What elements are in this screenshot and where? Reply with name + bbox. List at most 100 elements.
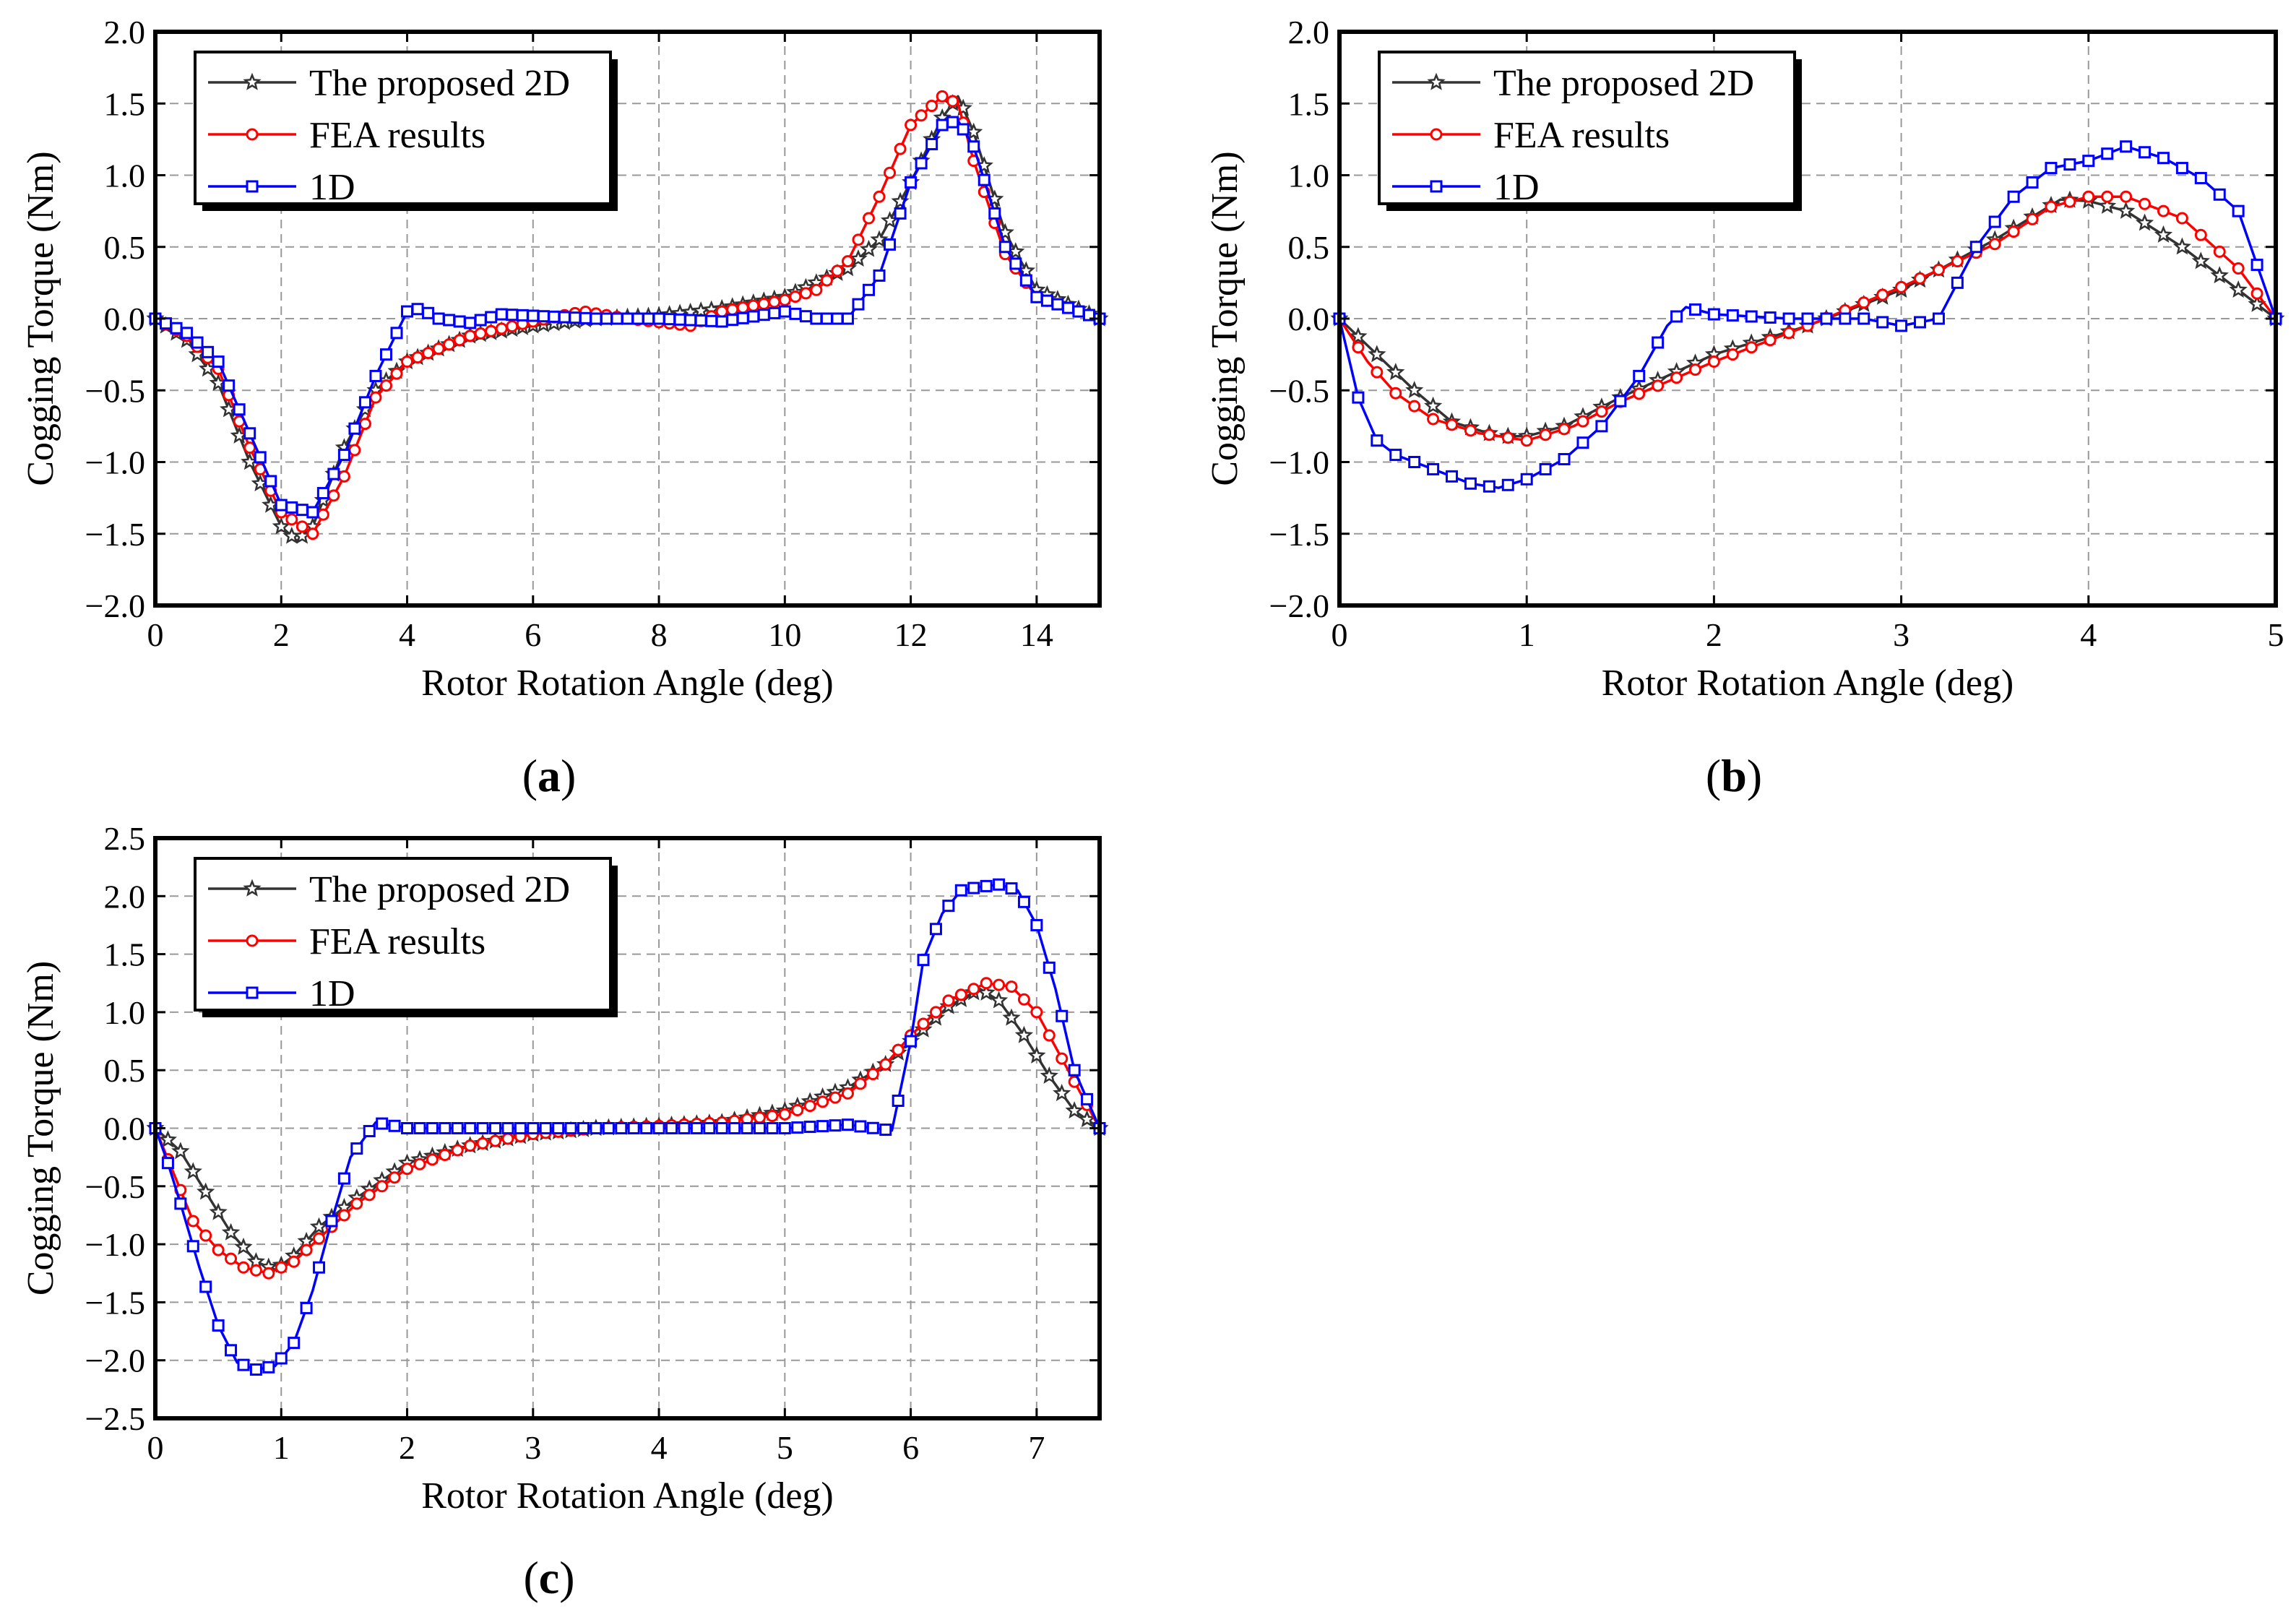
data-point bbox=[1056, 1009, 1069, 1022]
data-point bbox=[376, 1180, 389, 1193]
x-tick-label: 4 bbox=[399, 616, 415, 653]
data-point bbox=[1764, 311, 1777, 324]
data-point bbox=[2194, 171, 2207, 184]
data-point bbox=[917, 954, 930, 967]
data-point bbox=[1726, 348, 1739, 361]
data-point bbox=[579, 311, 592, 324]
data-point bbox=[1857, 296, 1870, 309]
data-point bbox=[1030, 918, 1043, 931]
data-point bbox=[1652, 336, 1665, 349]
data-point bbox=[443, 314, 456, 327]
x-tick-label: 8 bbox=[651, 616, 668, 653]
data-point bbox=[199, 1229, 212, 1242]
data-point bbox=[506, 320, 519, 333]
legend-swatch-marker bbox=[243, 879, 262, 897]
legend-swatch-marker bbox=[243, 72, 262, 90]
x-tick-label: 0 bbox=[1332, 616, 1348, 653]
data-point bbox=[501, 1122, 514, 1134]
legend-label: FEA results bbox=[1493, 115, 1670, 156]
data-point bbox=[306, 506, 319, 519]
data-point bbox=[275, 1261, 288, 1274]
data-point bbox=[243, 427, 256, 440]
data-point bbox=[1820, 312, 1833, 325]
data-point bbox=[1895, 319, 1908, 332]
legend-label: The proposed 2D bbox=[1493, 63, 1754, 104]
data-point bbox=[2007, 190, 2020, 203]
data-point bbox=[464, 1139, 477, 1152]
legend-item: 1D bbox=[208, 973, 355, 1014]
data-point bbox=[376, 1117, 389, 1130]
data-point bbox=[313, 1232, 326, 1245]
data-point bbox=[954, 884, 967, 897]
data-point bbox=[1745, 341, 1758, 354]
data-point bbox=[1051, 298, 1064, 311]
data-point bbox=[894, 207, 907, 220]
y-tick-label: 0.5 bbox=[104, 229, 146, 266]
data-point bbox=[1408, 400, 1421, 413]
data-point bbox=[225, 1344, 238, 1357]
data-point bbox=[348, 444, 361, 457]
data-point bbox=[275, 499, 288, 512]
data-point bbox=[309, 1217, 329, 1235]
data-point bbox=[1707, 355, 1720, 368]
data-point bbox=[316, 487, 329, 500]
data-point bbox=[841, 312, 854, 325]
y-tick-label: 1.5 bbox=[104, 936, 146, 973]
data-point bbox=[411, 351, 424, 364]
data-point bbox=[337, 1172, 350, 1185]
data-point bbox=[295, 520, 308, 533]
data-point bbox=[791, 1103, 804, 1116]
data-point bbox=[678, 1122, 691, 1134]
data-point bbox=[401, 1163, 414, 1176]
legend: The proposed 2D FEA results 1D bbox=[194, 857, 618, 1017]
panel-caption-letter: a bbox=[538, 750, 561, 801]
legend-swatch-marker bbox=[246, 986, 259, 999]
data-point bbox=[892, 1043, 905, 1056]
x-tick-label: 1 bbox=[273, 1429, 290, 1466]
data-point bbox=[1068, 1064, 1081, 1077]
data-point bbox=[313, 1261, 326, 1274]
data-point bbox=[1040, 1066, 1058, 1084]
data-point bbox=[627, 1122, 640, 1134]
data-point bbox=[1914, 316, 1927, 329]
data-point bbox=[439, 1148, 452, 1161]
data-point bbox=[388, 1171, 401, 1184]
data-point bbox=[810, 312, 823, 325]
data-point bbox=[489, 1122, 502, 1134]
data-point bbox=[768, 296, 781, 309]
data-point bbox=[161, 1157, 174, 1170]
data-point bbox=[747, 310, 760, 323]
data-point bbox=[1072, 305, 1085, 318]
data-point bbox=[884, 166, 897, 179]
data-point bbox=[2098, 196, 2117, 214]
data-point bbox=[337, 470, 350, 483]
data-point bbox=[363, 1189, 376, 1202]
data-point bbox=[476, 1137, 489, 1150]
data-point bbox=[233, 403, 246, 416]
data-point bbox=[1932, 312, 1945, 325]
x-tick-label: 5 bbox=[777, 1429, 793, 1466]
data-point bbox=[2157, 152, 2170, 165]
data-point bbox=[1501, 431, 1514, 444]
legend-label: FEA results bbox=[309, 921, 485, 962]
data-point bbox=[2007, 225, 2020, 238]
legend-box bbox=[194, 857, 612, 1012]
data-point bbox=[967, 881, 980, 894]
data-point bbox=[369, 391, 382, 404]
data-point bbox=[1576, 436, 1589, 449]
data-point bbox=[1520, 473, 1533, 486]
legend-swatch-marker bbox=[1430, 128, 1443, 141]
legend-label: FEA results bbox=[309, 115, 485, 156]
data-point bbox=[495, 322, 508, 335]
data-point bbox=[1558, 423, 1571, 436]
data-point bbox=[288, 1255, 301, 1268]
x-tick-label: 2 bbox=[273, 616, 290, 653]
data-point bbox=[234, 1237, 253, 1255]
y-tick-label: 1.5 bbox=[1288, 85, 1330, 122]
data-point bbox=[1969, 241, 1982, 254]
legend-item: FEA results bbox=[208, 115, 485, 156]
data-point bbox=[464, 1122, 477, 1134]
data-point bbox=[171, 1142, 190, 1160]
data-point bbox=[1009, 257, 1022, 270]
data-point bbox=[852, 298, 865, 311]
